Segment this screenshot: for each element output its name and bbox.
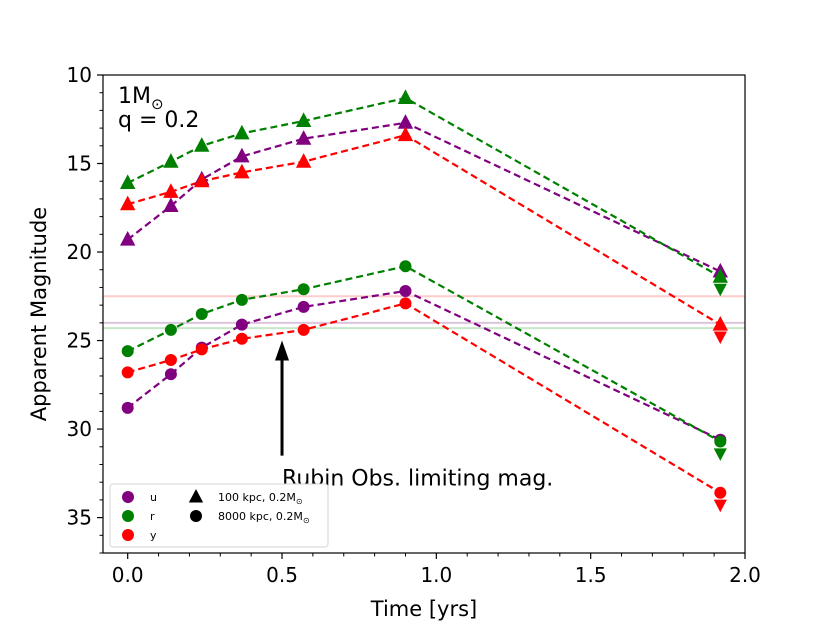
x-tick-label: 1.0 [420, 563, 452, 587]
legend-label-r: r [150, 510, 155, 523]
data-point-u-circle [164, 368, 177, 381]
data-point-y-triangle [234, 163, 250, 179]
mass-label: 1M⊙ [118, 84, 164, 113]
data-point-u-circle [399, 284, 412, 297]
plot-frame [102, 74, 746, 554]
y-tick-label: 10 [67, 63, 92, 87]
y-tick-label: 15 [67, 152, 92, 176]
data-point-y-circle [399, 297, 412, 310]
axes: 0.0 0.5 1.0 1.5 2.0 10 15 20 25 30 35 [67, 63, 761, 587]
data-markers [119, 89, 729, 513]
legend-marker-y [122, 529, 134, 541]
mass-label-block: 1M⊙ q = 0.2 [118, 84, 199, 133]
x-tick-label: 0.0 [112, 563, 144, 587]
upper-limit-marker-y [713, 499, 727, 513]
x-axis-label: Time [yrs] [370, 597, 477, 621]
data-point-y-circle [164, 354, 177, 367]
data-point-r-circle [714, 435, 727, 448]
legend-label-distance: 8000 kpc, 0.2M⊙ [218, 510, 310, 525]
upper-limit-marker-r [713, 448, 727, 461]
data-point-r-triangle [295, 112, 312, 128]
data-point-y-circle [121, 366, 134, 379]
upper-limit-marker-r [713, 283, 727, 297]
data-point-r-circle [121, 345, 134, 358]
x-tick-label: 1.5 [575, 563, 607, 587]
data-point-r-triangle [397, 89, 414, 104]
annotation-arrow-head [275, 340, 290, 361]
legend: ury 100 kpc, 0.2M⊙ 8000 kpc, 0.2M⊙ [109, 483, 329, 548]
data-point-u-circle [235, 318, 248, 331]
data-point-y-circle [195, 343, 208, 356]
y-tick-label: 25 [67, 329, 92, 353]
data-point-y-triangle [119, 195, 136, 211]
data-point-y-triangle [194, 172, 210, 188]
legend-marker-circle [190, 510, 202, 522]
data-point-r-triangle [194, 137, 210, 152]
legend-marker-r [122, 510, 134, 522]
data-point-r-triangle [163, 153, 179, 168]
legend-items: ury 100 kpc, 0.2M⊙ 8000 kpc, 0.2M⊙ [122, 488, 310, 542]
data-point-y-triangle [397, 126, 414, 142]
upper-limit-marker-y [713, 331, 727, 345]
data-point-u-triangle [295, 130, 312, 145]
data-point-r-circle [235, 293, 248, 306]
legend-frame [109, 483, 329, 548]
legend-label-y: y [150, 529, 157, 542]
data-point-u-triangle [119, 230, 136, 246]
data-point-r-circle [195, 308, 208, 320]
legend-marker-triangle [188, 488, 204, 503]
data-point-r-triangle [119, 174, 136, 189]
data-point-u-triangle [163, 197, 179, 212]
data-point-r-circle [399, 260, 412, 273]
data-point-y-circle [714, 486, 727, 499]
data-point-y-triangle [163, 183, 179, 198]
x-tick-label: 0.5 [266, 563, 298, 587]
limiting-magnitude-lines [103, 295, 745, 330]
legend-label-distance: 100 kpc, 0.2M⊙ [218, 491, 303, 506]
data-point-r-circle [164, 323, 177, 336]
y-tick-label: 20 [67, 240, 92, 264]
data-point-y-circle [297, 323, 310, 336]
legend-marker-u [122, 491, 134, 503]
legend-label-u: u [150, 491, 157, 504]
data-point-u-triangle [397, 114, 414, 129]
q-label: q = 0.2 [118, 108, 199, 133]
x-tick-label: 2.0 [729, 563, 761, 587]
y-axis-label: Apparent Magnitude [27, 207, 51, 421]
data-point-r-triangle [234, 124, 250, 140]
data-point-y-triangle [712, 315, 729, 331]
y-tick-label: 35 [67, 506, 92, 530]
data-point-u-triangle [234, 147, 250, 163]
data-point-y-triangle [295, 153, 312, 168]
data-point-r-circle [297, 283, 310, 296]
data-point-u-circle [121, 401, 134, 414]
y-tick-label: 30 [67, 417, 92, 441]
data-point-y-circle [235, 332, 248, 345]
data-point-u-circle [297, 300, 310, 313]
data-point-r-triangle [712, 268, 729, 283]
